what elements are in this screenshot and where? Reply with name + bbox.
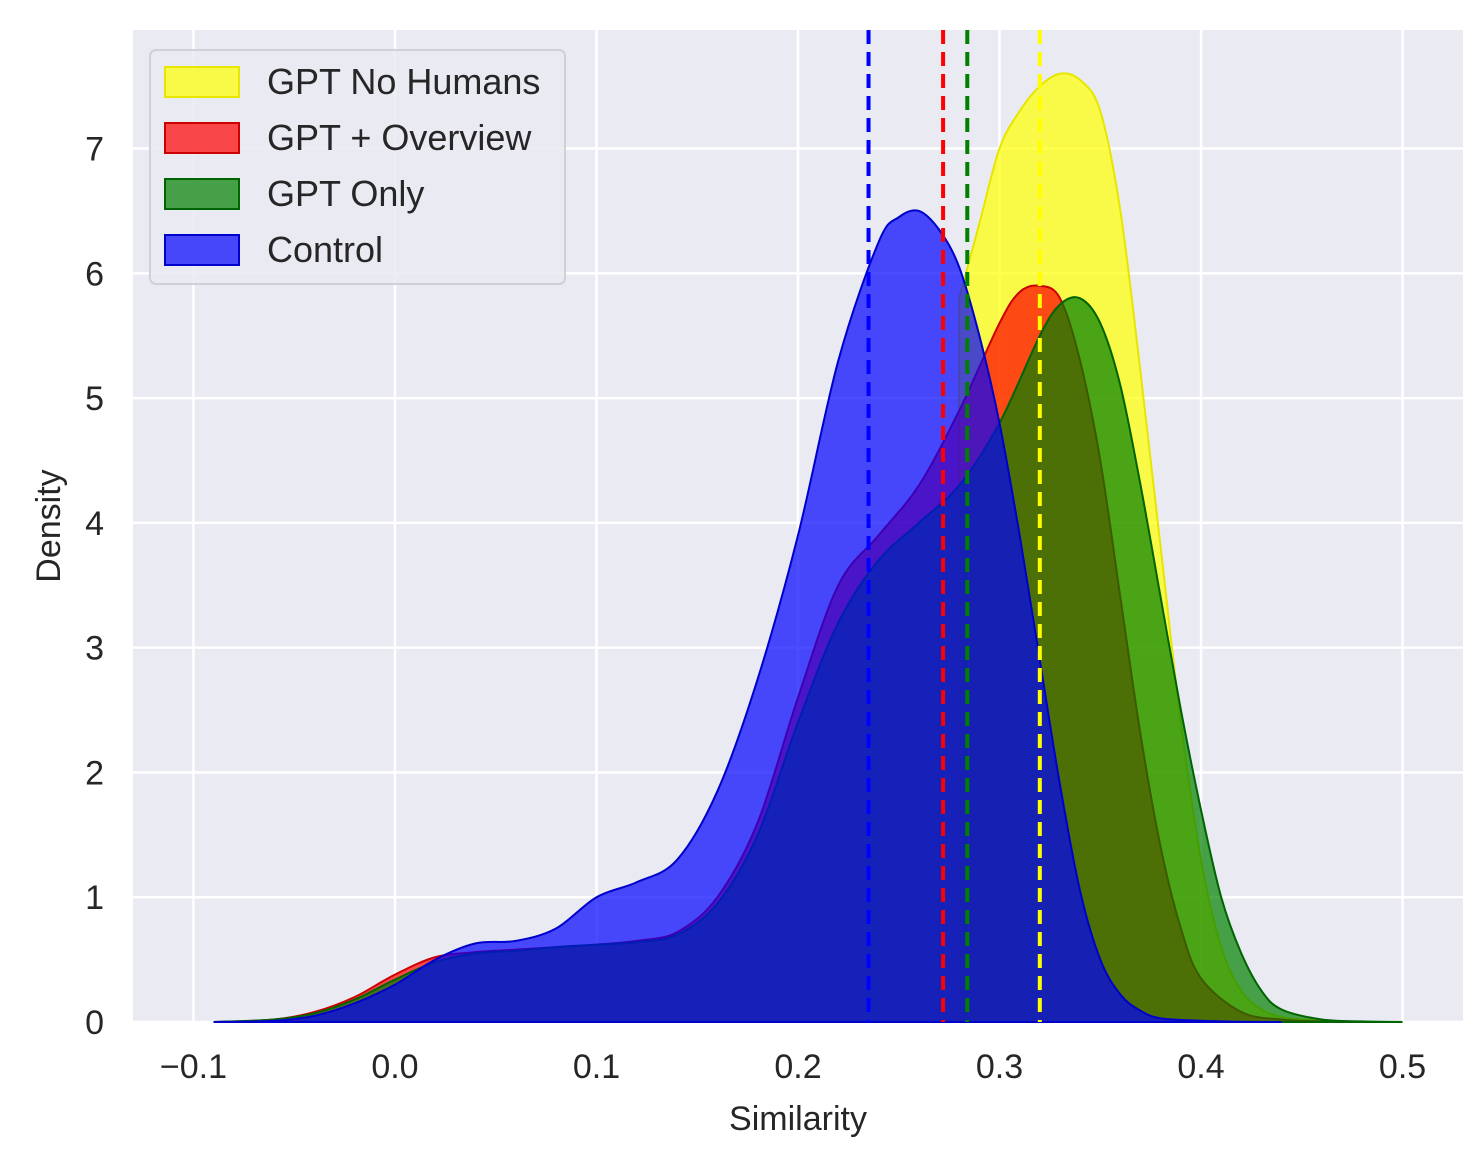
y-axis-label: Density (30, 469, 68, 582)
legend-swatch-control (164, 234, 240, 266)
x-tick-label: 0.0 (371, 1048, 418, 1086)
legend-swatch-gpt-no-humans (164, 66, 240, 98)
x-tick-labels: −0.1 0.0 0.1 0.2 0.3 0.4 0.5 (160, 1048, 1426, 1086)
series-area-control (213, 209, 1282, 1023)
legend-swatch-gpt-only (164, 178, 240, 210)
legend-label-control: Control (267, 229, 383, 270)
legend-swatch-gpt-overview (164, 122, 240, 154)
y-tick-label: 5 (85, 380, 104, 418)
x-tick-label: 0.4 (1177, 1048, 1224, 1086)
y-tick-label: 1 (85, 879, 104, 917)
series-areas (213, 72, 1403, 1023)
y-tick-label: 3 (85, 630, 104, 668)
x-tick-label: 0.1 (573, 1048, 620, 1086)
y-tick-label: 0 (85, 1004, 104, 1042)
legend-items: GPT No Humans GPT + Overview GPT Only Contr… (164, 61, 540, 270)
legend-label-gpt-overview: GPT + Overview (267, 117, 532, 158)
y-tick-label: 2 (85, 754, 104, 792)
legend-label-gpt-no-humans: GPT No Humans (267, 61, 540, 102)
legend-label-gpt-only: GPT Only (267, 173, 424, 214)
legend: GPT No Humans GPT + Overview GPT Only Contr… (149, 49, 566, 285)
mean-lines (866, 30, 1042, 1022)
y-tick-label: 4 (85, 505, 104, 543)
x-axis-label: Similarity (729, 1100, 867, 1138)
y-tick-labels: 0 1 2 3 4 5 6 7 (85, 131, 104, 1042)
x-tick-label: −0.1 (160, 1048, 227, 1086)
x-tick-label: 0.2 (774, 1048, 821, 1086)
x-tick-label: 0.5 (1379, 1048, 1426, 1086)
y-tick-label: 7 (85, 131, 104, 169)
legend-box (149, 49, 566, 285)
y-tick-label: 6 (85, 255, 104, 293)
x-tick-label: 0.3 (976, 1048, 1023, 1086)
